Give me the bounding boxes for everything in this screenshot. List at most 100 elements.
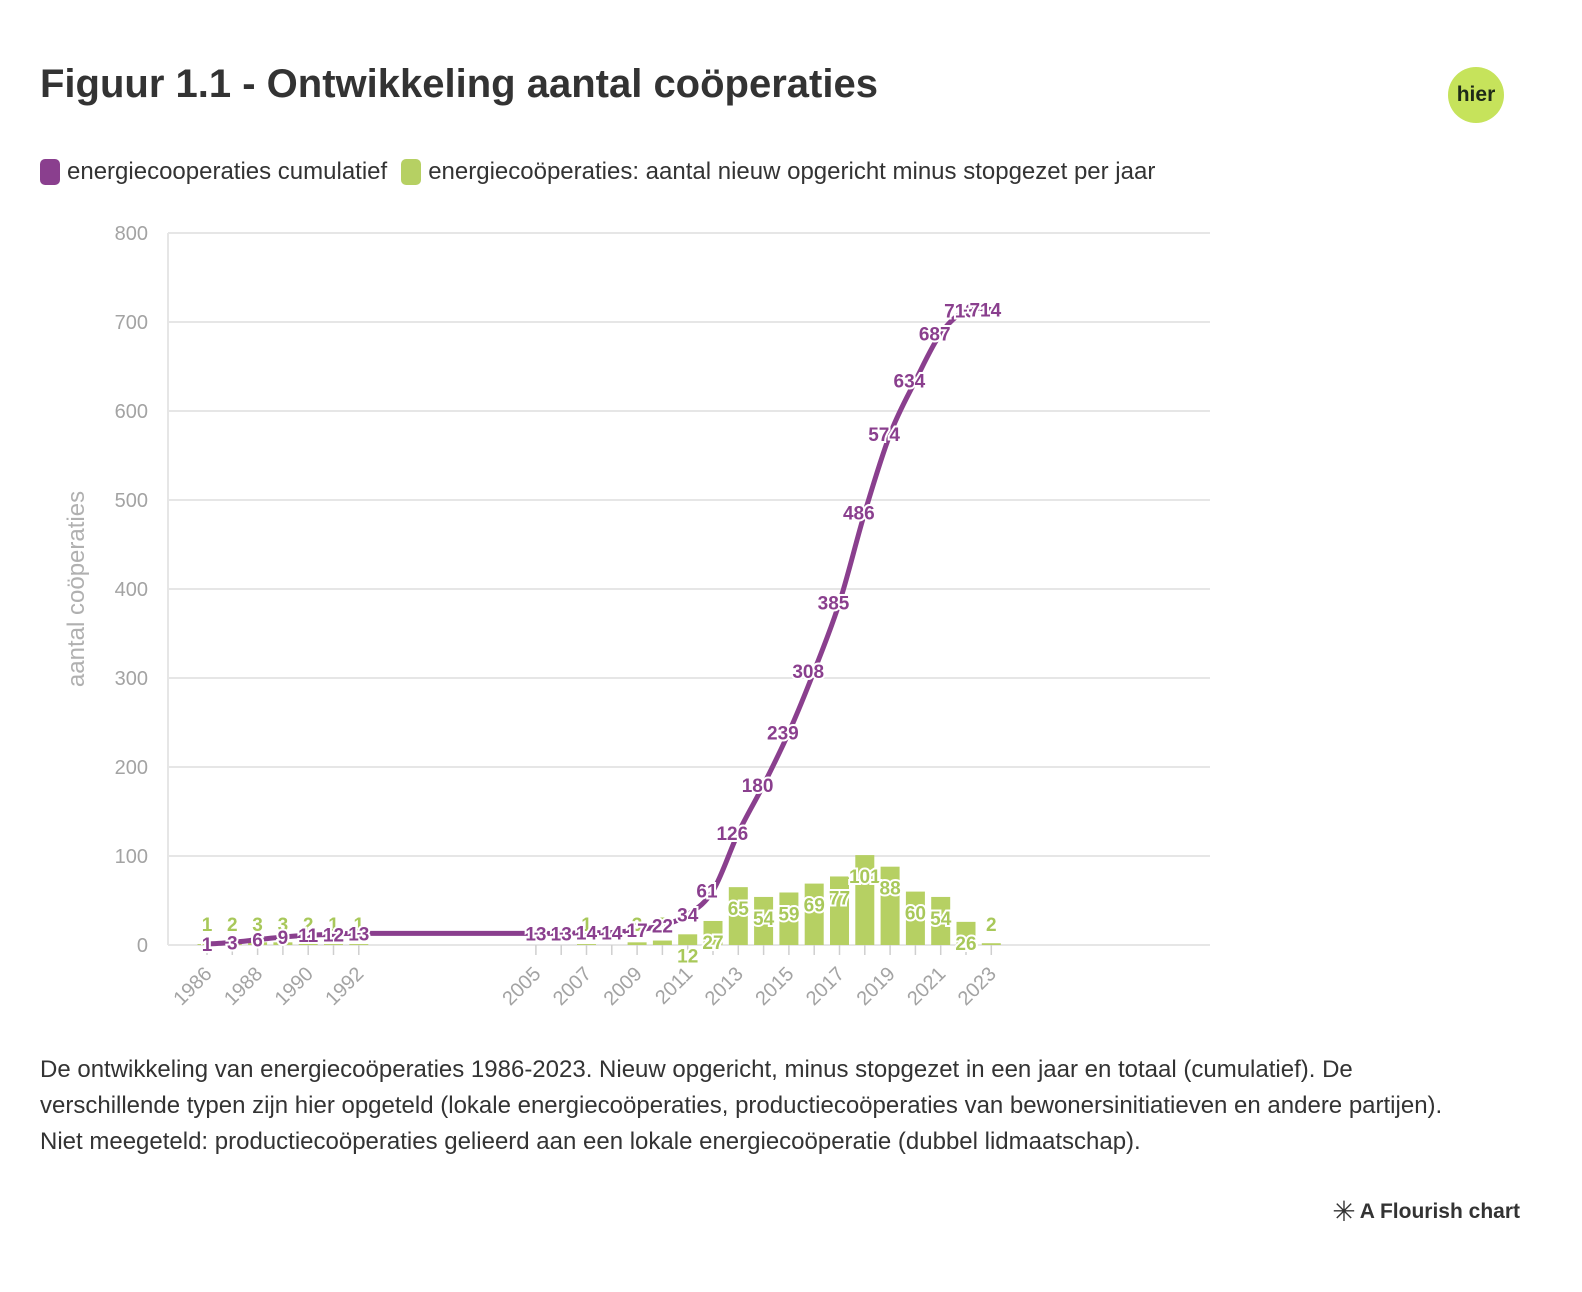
x-tick-label: 2023 — [954, 963, 1001, 1010]
line-value-label: 308 — [792, 662, 824, 683]
page-title: Figuur 1.1 - Ontwikkeling aantal coöpera… — [40, 62, 878, 106]
bar-value-label: 27 — [702, 933, 723, 954]
x-tick-label: 1988 — [220, 963, 267, 1010]
bar-value-label: 60 — [905, 904, 926, 925]
legend-item-per-year[interactable]: energiecoöperaties: aantal nieuw opgeric… — [401, 158, 1155, 186]
credit-text: A Flourish chart — [1359, 1200, 1520, 1223]
line-value-label: 634 — [894, 372, 926, 393]
x-tick-label: 2021 — [903, 963, 950, 1010]
y-tick-label: 200 — [115, 757, 148, 779]
line-value-label: 22 — [652, 916, 673, 937]
x-tick-label: 2019 — [853, 963, 900, 1010]
line-value-label: 1 — [202, 935, 213, 956]
chart-caption: De ontwikkeling van energiecoöperaties 1… — [40, 1056, 1443, 1155]
y-axis-title: aantal coöperaties — [63, 491, 90, 687]
line-value-label: 14 — [601, 924, 623, 945]
line-value-label: 14 — [576, 924, 598, 945]
bar — [703, 920, 723, 945]
bar-value-label: 1 — [328, 915, 339, 936]
bar-value-label: 2 — [227, 915, 238, 936]
line-value-label: 180 — [742, 776, 774, 797]
hier-logo: hier — [1448, 67, 1504, 123]
y-tick-label: 700 — [115, 312, 148, 334]
line-value-label: 486 — [843, 503, 875, 524]
bar — [577, 944, 596, 945]
bar-value-label: 69 — [804, 896, 825, 917]
line-value-label: 13 — [551, 924, 572, 945]
line-value-label: 34 — [677, 906, 699, 927]
bar — [627, 942, 647, 945]
bar-value-label: 5 — [657, 915, 668, 936]
legend-label-per-year: energiecoöperaties: aantal nieuw opgeric… — [428, 158, 1156, 185]
x-tick-label: 1990 — [271, 963, 318, 1010]
line-value-label: 3 — [227, 933, 238, 954]
bar — [956, 921, 976, 945]
line-value-label: 713 — [944, 301, 976, 322]
bar-value-label: 2 — [986, 915, 997, 936]
y-tick-label: 800 — [115, 223, 148, 245]
bar-value-label: 2 — [303, 915, 314, 936]
x-tick-label: 2013 — [701, 963, 748, 1010]
bar — [905, 891, 925, 945]
bar-value-label: 59 — [778, 904, 799, 925]
line-value-label: 239 — [767, 723, 799, 744]
bar-value-label: 88 — [880, 879, 901, 900]
y-tick-label: 0 — [137, 935, 148, 957]
legend-label-cumulative: energiecooperaties cumulatief — [67, 158, 388, 185]
bar — [981, 943, 1001, 945]
bar — [728, 887, 748, 945]
bar-value-label: 1 — [202, 915, 213, 936]
line-value-label: 9 — [278, 928, 289, 949]
bar — [678, 934, 698, 945]
bar — [652, 940, 672, 945]
bar — [804, 883, 824, 945]
bar — [855, 855, 875, 945]
line-value-label: 13 — [525, 924, 546, 945]
bar-value-label: 54 — [930, 909, 952, 930]
line-value-label: 13 — [348, 924, 369, 945]
bar-value-label: 101 — [849, 867, 881, 888]
bar — [324, 944, 343, 945]
bar-value-label: 65 — [728, 899, 750, 920]
bar-value-label: 3 — [252, 915, 263, 936]
chart-area: 0 100 200 300 400 500 600 700 800 aantal coöperat… — [63, 223, 1210, 1010]
bar-value-label: 54 — [753, 909, 775, 930]
x-tick-label: 2011 — [651, 963, 697, 1009]
line-value-label: 12 — [323, 925, 344, 946]
line-value-label: 574 — [868, 425, 900, 446]
line-value-label: 385 — [818, 593, 850, 614]
x-tick-label: 2015 — [751, 963, 798, 1010]
line-value-label: 6 — [252, 931, 263, 952]
bar — [931, 896, 951, 945]
series-line-cumulative — [204, 305, 994, 947]
bar-value-label: 77 — [829, 888, 850, 909]
chart-legend: energiecooperaties cumulatief energiecoö… — [40, 158, 1169, 186]
legend-item-cumulative[interactable]: energiecooperaties cumulatief — [40, 158, 387, 186]
line-value-label: 126 — [716, 824, 748, 845]
bar — [248, 942, 268, 945]
bar — [880, 866, 900, 945]
y-tick-label: 300 — [115, 668, 148, 690]
asterisk-icon: ✳ — [1332, 1196, 1356, 1227]
bar — [298, 943, 318, 945]
line-value-label: 17 — [627, 921, 648, 942]
bar-value-label: 1 — [354, 915, 365, 936]
bar-value-label: 26 — [955, 934, 976, 955]
x-tick-label: 2009 — [600, 963, 647, 1010]
legend-swatch-green — [401, 159, 422, 185]
y-tick-label: 400 — [115, 579, 148, 601]
line-value-label: 714 — [969, 301, 1001, 322]
x-tick-label: 1992 — [321, 963, 368, 1010]
line-value-label: 61 — [696, 882, 718, 903]
bar-value-label: 1 — [581, 915, 592, 936]
x-tick-label: 2005 — [498, 963, 545, 1010]
legend-swatch-purple — [40, 159, 60, 185]
bar — [779, 892, 799, 945]
flourish-credit[interactable]: ✳ A Flourish chart — [1332, 1196, 1520, 1227]
x-tick-label: 2007 — [549, 963, 596, 1010]
y-tick-label: 500 — [115, 490, 148, 512]
bar — [830, 876, 849, 945]
line-value-label: 11 — [298, 926, 319, 947]
bar-value-label: 3 — [278, 915, 289, 936]
x-tick-label: 2017 — [802, 963, 849, 1010]
